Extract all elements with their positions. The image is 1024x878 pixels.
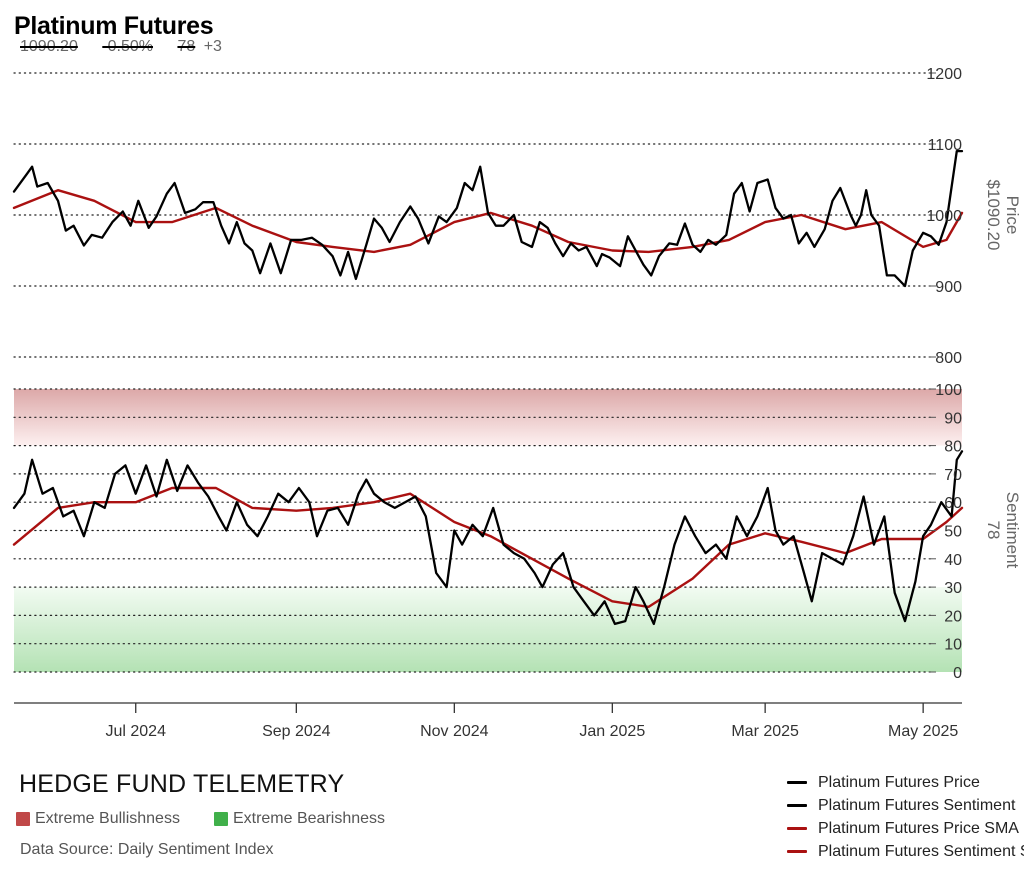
chart-title: Platinum Futures <box>14 12 214 40</box>
x-tick-label: Nov 2024 <box>420 723 489 740</box>
legend-line-sentiment-sma <box>787 850 807 853</box>
price-sma-line <box>12 189 964 254</box>
price-axis-title: Price <box>1003 196 1022 235</box>
sentiment-tick-label: 10 <box>944 637 962 654</box>
legend-line-sentiment <box>787 804 807 807</box>
price-tick-label: 800 <box>935 350 962 367</box>
sentiment-value: 78 <box>177 38 196 55</box>
quote-summary: 1090.20 -0.50% 78 +3 <box>20 38 242 56</box>
legend-line-price <box>787 781 807 784</box>
sentiment-line <box>12 450 964 626</box>
zone-legend-item-bullish: Extreme Bullishness <box>16 810 180 828</box>
price-tick-label: 1200 <box>926 66 962 83</box>
sentiment-tick-label: 30 <box>944 580 962 597</box>
sentiment-change: +3 <box>203 38 222 55</box>
bearish-swatch <box>213 812 228 826</box>
zone-legend-item-bearish: Extreme Bearishness <box>213 810 386 828</box>
sentiment-tick-label: 100 <box>935 382 962 399</box>
zone-legend: Extreme Bullishness Extreme Bearishness <box>16 810 385 828</box>
legend-line-price-sma <box>787 827 807 830</box>
zone-extreme-bearishness <box>14 587 962 672</box>
sentiment-axis-title: Sentiment <box>1003 492 1022 569</box>
price-side-label: Price$1090.20 <box>984 180 1022 251</box>
sentiment-tick-label: 60 <box>944 495 962 512</box>
price-tick-label: 900 <box>935 279 962 296</box>
bearish-label: Extreme Bearishness <box>232 810 386 827</box>
price-tick-label: 1000 <box>926 208 962 225</box>
legend-label-sentiment-sma: Platinum Futures Sentiment SMA <box>818 842 1024 860</box>
legend-item-sentiment[interactable]: Platinum Futures Sentiment <box>787 794 1024 817</box>
bullish-swatch <box>16 812 30 826</box>
sentiment-tick-label: 40 <box>944 552 962 569</box>
sentiment-current-value: 78 <box>984 521 1003 540</box>
legend-label-sentiment: Platinum Futures Sentiment <box>818 796 1016 814</box>
sentiment-tick-label: 80 <box>944 439 962 456</box>
change-percent: -0.50% <box>102 38 153 55</box>
price-tick-label: 1100 <box>928 137 963 154</box>
x-tick-label: Mar 2025 <box>731 723 799 740</box>
x-tick-label: Jul 2024 <box>105 723 166 740</box>
sentiment-tick-label: 50 <box>944 524 962 541</box>
x-tick-label: May 2025 <box>888 723 958 740</box>
legend-label-price: Platinum Futures Price <box>818 773 980 791</box>
x-tick-label: Sep 2024 <box>262 723 331 740</box>
price-line <box>12 149 964 288</box>
legend-item-price[interactable]: Platinum Futures Price <box>787 771 1024 794</box>
sentiment-tick-label: 70 <box>944 467 962 484</box>
legend-label-price-sma: Platinum Futures Price SMA <box>818 819 1019 837</box>
sentiment-tick-label: 0 <box>953 665 962 682</box>
series-legend: Platinum Futures Price Platinum Futures … <box>787 771 1024 863</box>
x-tick-label: Jan 2025 <box>579 723 645 740</box>
legend-item-price-sma[interactable]: Platinum Futures Price SMA <box>787 817 1024 840</box>
price-current-value: $1090.20 <box>984 180 1003 251</box>
data-source: Data Source: Daily Sentiment Index <box>20 841 274 858</box>
last-price: 1090.20 <box>20 38 78 55</box>
brand-name: HEDGE FUND TELEMETRY <box>19 770 345 798</box>
legend-item-sentiment-sma[interactable]: Platinum Futures Sentiment SMA <box>787 840 1024 863</box>
bullish-label: Extreme Bullishness <box>35 810 180 827</box>
sentiment-tick-label: 90 <box>944 410 962 427</box>
sentiment-tick-label: 20 <box>944 608 962 625</box>
